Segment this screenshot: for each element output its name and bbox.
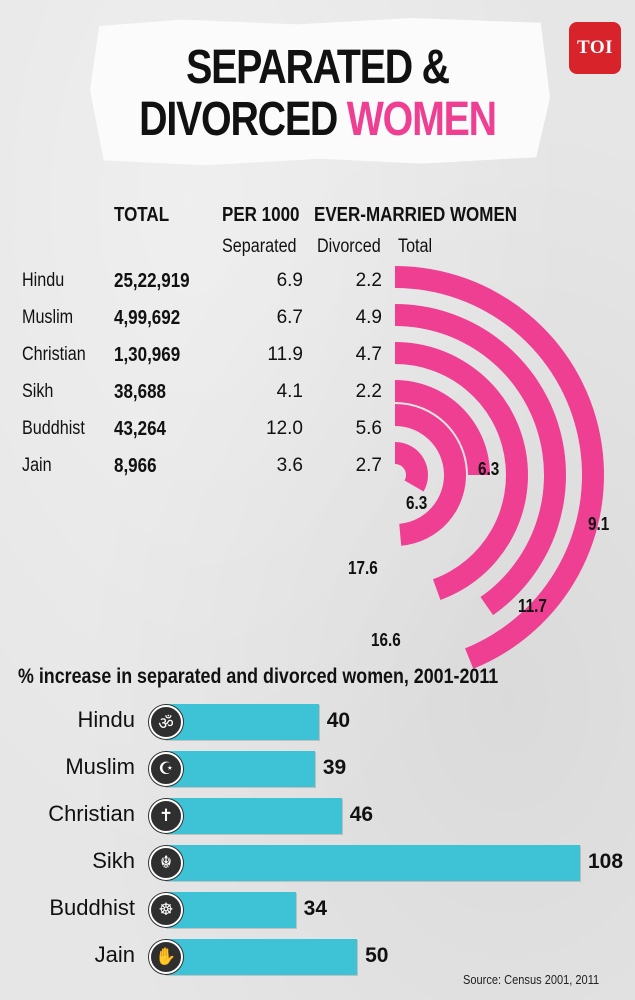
title-line-1: SEPARATED & bbox=[186, 41, 450, 94]
row-label-buddhist: Buddhist bbox=[22, 418, 85, 439]
bar-value-jain: 50 bbox=[365, 944, 389, 967]
row-label-muslim: Muslim bbox=[22, 307, 74, 328]
arc-label-muslim: 11.7 bbox=[518, 596, 547, 616]
bar-label-christian: Christian bbox=[48, 801, 135, 826]
bar-label-sikh: Sikh bbox=[92, 848, 135, 873]
title-paper bbox=[90, 18, 550, 166]
arc-hindu bbox=[395, 266, 604, 669]
toi-logo: TOI bbox=[569, 22, 621, 74]
bar-muslim bbox=[165, 751, 315, 787]
row-total-sikh: 38,688 bbox=[114, 381, 166, 403]
row-divorced-jain: 2.7 bbox=[355, 455, 382, 476]
bar-buddhist bbox=[165, 892, 296, 928]
row-total-muslim: 4,99,692 bbox=[114, 307, 181, 329]
row-separated-muslim: 6.7 bbox=[276, 307, 303, 328]
row-total-christian: 1,30,969 bbox=[114, 344, 181, 366]
arc-label-christian: 16.6 bbox=[371, 630, 401, 650]
row-separated-christian: 11.9 bbox=[267, 344, 303, 365]
row-divorced-hindu: 2.2 bbox=[355, 270, 382, 291]
row-label-sikh: Sikh bbox=[22, 381, 54, 402]
arc-jain bbox=[395, 442, 428, 492]
bar-value-sikh: 108 bbox=[588, 850, 624, 873]
crescent-star-icon: ☪ bbox=[149, 752, 183, 786]
header-ever-married: EVER-MARRIED WOMEN bbox=[314, 204, 518, 226]
row-separated-jain: 3.6 bbox=[276, 455, 303, 476]
bar-jain bbox=[165, 939, 358, 975]
row-divorced-sikh: 2.2 bbox=[355, 381, 382, 402]
arc-christian bbox=[395, 342, 529, 600]
arc-label-jain: 6.3 bbox=[406, 493, 428, 513]
bar-value-hindu: 40 bbox=[326, 709, 351, 732]
source-note: Source: Census 2001, 2011 bbox=[462, 972, 599, 987]
row-label-jain: Jain bbox=[22, 455, 52, 476]
subheader-total: Total bbox=[398, 236, 433, 257]
row-total-jain: 8,966 bbox=[114, 455, 157, 477]
row-divorced-christian: 4.7 bbox=[355, 344, 382, 365]
bar-label-hindu: Hindu bbox=[77, 707, 135, 732]
arc-label-hindu: 9.1 bbox=[588, 514, 610, 534]
bar-christian bbox=[165, 798, 342, 834]
om-icon: ॐ bbox=[149, 705, 183, 739]
arc-muslim bbox=[395, 304, 567, 616]
bar-chart-title: % increase in separated and divorced wom… bbox=[18, 665, 499, 688]
row-label-christian: Christian bbox=[22, 344, 86, 365]
subheader-divorced: Divorced bbox=[317, 236, 381, 257]
row-total-hindu: 25,22,919 bbox=[114, 270, 190, 292]
bar-label-buddhist: Buddhist bbox=[49, 895, 135, 920]
subheader-separated: Separated bbox=[222, 236, 297, 257]
title-line-2: DIVORCED WOMEN bbox=[139, 93, 497, 146]
cross-icon: ✝ bbox=[149, 799, 183, 833]
bar-value-christian: 46 bbox=[349, 803, 374, 826]
header-per1000: PER 1000 bbox=[222, 204, 300, 226]
bar-value-muslim: 39 bbox=[322, 756, 347, 779]
khanda-icon: ☬ bbox=[149, 846, 183, 880]
row-total-buddhist: 43,264 bbox=[114, 418, 166, 440]
row-label-hindu: Hindu bbox=[22, 270, 65, 291]
bar-value-buddhist: 34 bbox=[303, 897, 327, 920]
bar-label-muslim: Muslim bbox=[65, 754, 135, 779]
arc-label-sikh: 6.3 bbox=[478, 459, 500, 479]
bar-hindu bbox=[165, 704, 319, 740]
arc-sikh bbox=[395, 380, 490, 475]
dharma-wheel-icon: ☸ bbox=[149, 893, 183, 927]
row-separated-buddhist: 12.0 bbox=[266, 418, 303, 439]
row-divorced-muslim: 4.9 bbox=[355, 307, 382, 328]
row-separated-sikh: 4.1 bbox=[276, 381, 303, 402]
bar-label-jain: Jain bbox=[94, 942, 135, 967]
row-separated-hindu: 6.9 bbox=[276, 270, 303, 291]
arc-buddhist bbox=[395, 404, 466, 546]
header-total: TOTAL bbox=[114, 204, 170, 226]
bar-sikh bbox=[165, 845, 580, 881]
arc-label-buddhist: 17.6 bbox=[348, 558, 378, 578]
row-divorced-buddhist: 5.6 bbox=[355, 418, 382, 439]
jain-hand-icon: ✋ bbox=[149, 940, 183, 974]
